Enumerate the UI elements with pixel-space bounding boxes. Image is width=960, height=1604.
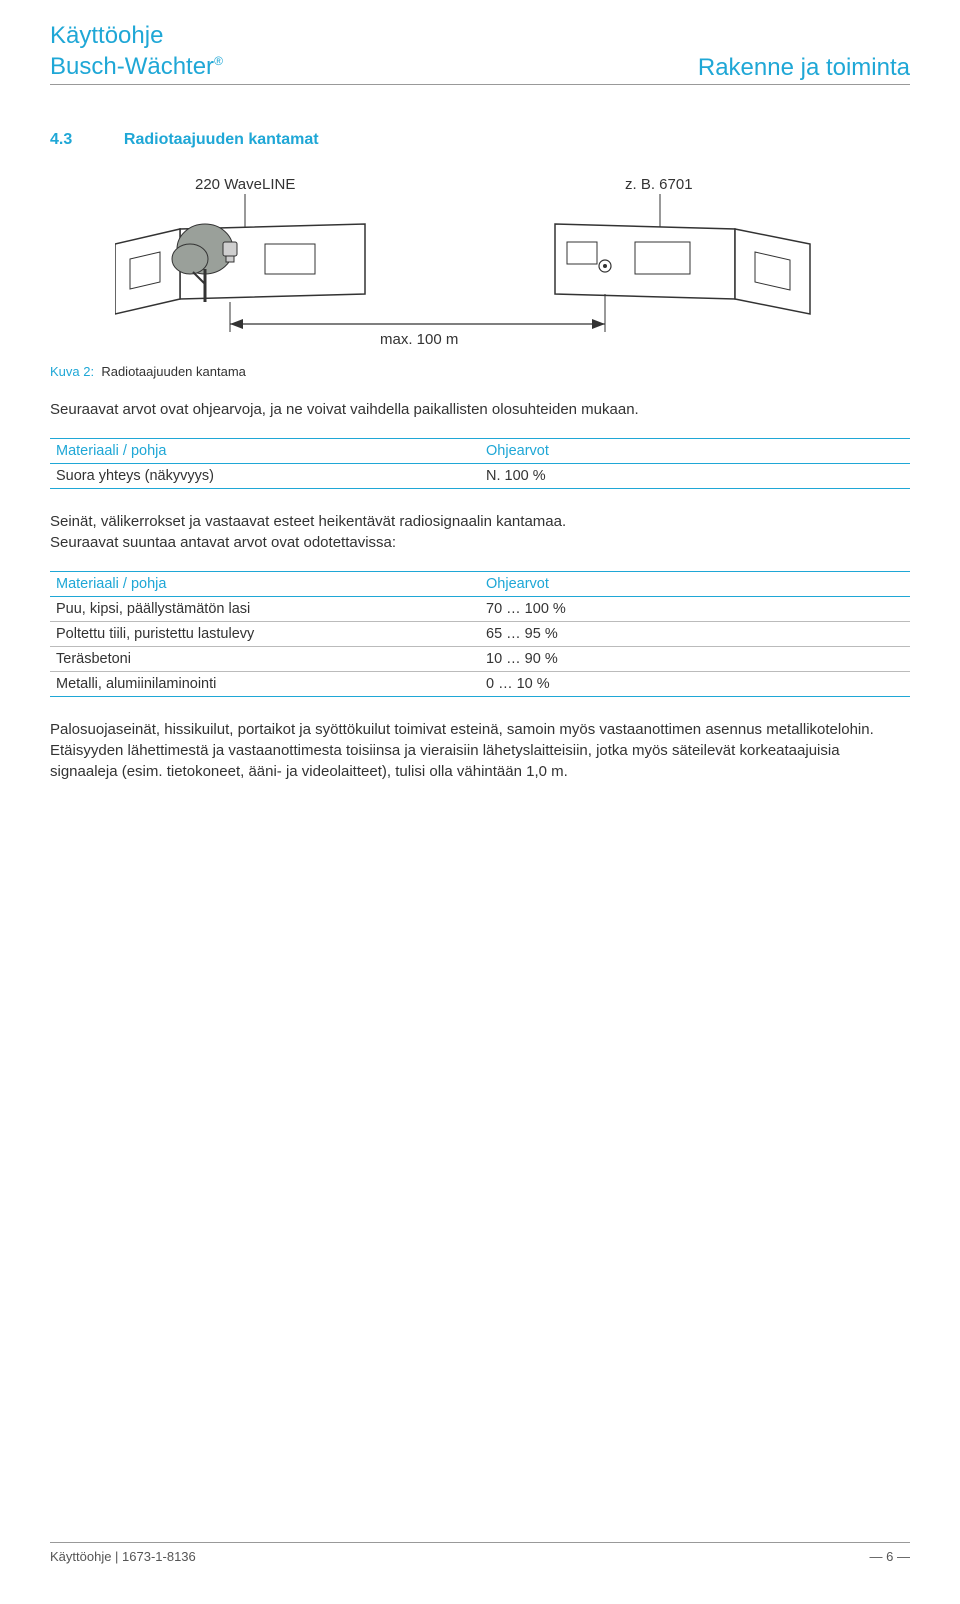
section-number: 4.3 [50,131,120,149]
paragraph-attentuation: Seinät, välikerrokset ja vastaavat estee… [50,511,910,553]
table-materials: Materiaali / pohjaOhjearvotPuu, kipsi, p… [50,571,910,697]
section-title: Radiotaajuuden kantamat [124,131,319,149]
footer-right: — 6 — [870,1549,910,1564]
table-cell: N. 100 % [480,464,910,489]
svg-text:220 WaveLINE: 220 WaveLINE [195,176,295,193]
figure-text: Radiotaajuuden kantama [101,364,246,379]
table-header: Ohjearvot [480,572,910,597]
table-cell: 65 … 95 % [480,622,910,647]
table-cell: 0 … 10 % [480,672,910,697]
paragraph-intro: Seuraavat arvot ovat ohjearvoja, ja ne v… [50,399,910,420]
table-cell: 10 … 90 % [480,647,910,672]
table-line-of-sight: Materiaali / pohjaOhjearvotSuora yhteys … [50,438,910,489]
table-row: Poltettu tiili, puristettu lastulevy65 …… [50,622,910,647]
table-cell: Puu, kipsi, päällystämätön lasi [50,597,480,622]
footer-left: Käyttöohje | 1673-1-8136 [50,1549,196,1564]
header-right: Rakenne ja toiminta [698,54,910,82]
header-rule [50,84,910,85]
header-title-2: Busch-Wächter® [50,51,223,82]
table-cell: Metalli, alumiinilaminointi [50,672,480,697]
table-row: Metalli, alumiinilaminointi0 … 10 % [50,672,910,697]
figure-diagram: 220 WaveLINE z. B. 6701 max. 100 m [115,174,910,354]
table-header: Ohjearvot [480,439,910,464]
header-title-1: Käyttöohje [50,20,223,51]
page-header: Käyttöohje Busch-Wächter® Rakenne ja toi… [50,20,910,85]
figure-label: Kuva 2: [50,364,94,379]
table-cell: Poltettu tiili, puristettu lastulevy [50,622,480,647]
table-row: Suora yhteys (näkyvyys)N. 100 % [50,464,910,489]
table-row: Puu, kipsi, päällystämätön lasi70 … 100 … [50,597,910,622]
section-heading: 4.3 Radiotaajuuden kantamat [50,91,910,149]
table-row: Teräsbetoni10 … 90 % [50,647,910,672]
table-header: Materiaali / pohja [50,572,480,597]
page-footer: Käyttöohje | 1673-1-8136 — 6 — [50,1542,910,1564]
table-header: Materiaali / pohja [50,439,480,464]
svg-text:max. 100 m: max. 100 m [380,331,458,348]
table-cell: 70 … 100 % [480,597,910,622]
figure-caption: Kuva 2: Radiotaajuuden kantama [50,364,910,379]
table-cell: Teräsbetoni [50,647,480,672]
svg-text:z. B. 6701: z. B. 6701 [625,176,693,193]
table-cell: Suora yhteys (näkyvyys) [50,464,480,489]
paragraph-notes: Palosuojaseinät, hissikuilut, portaikot … [50,719,910,782]
